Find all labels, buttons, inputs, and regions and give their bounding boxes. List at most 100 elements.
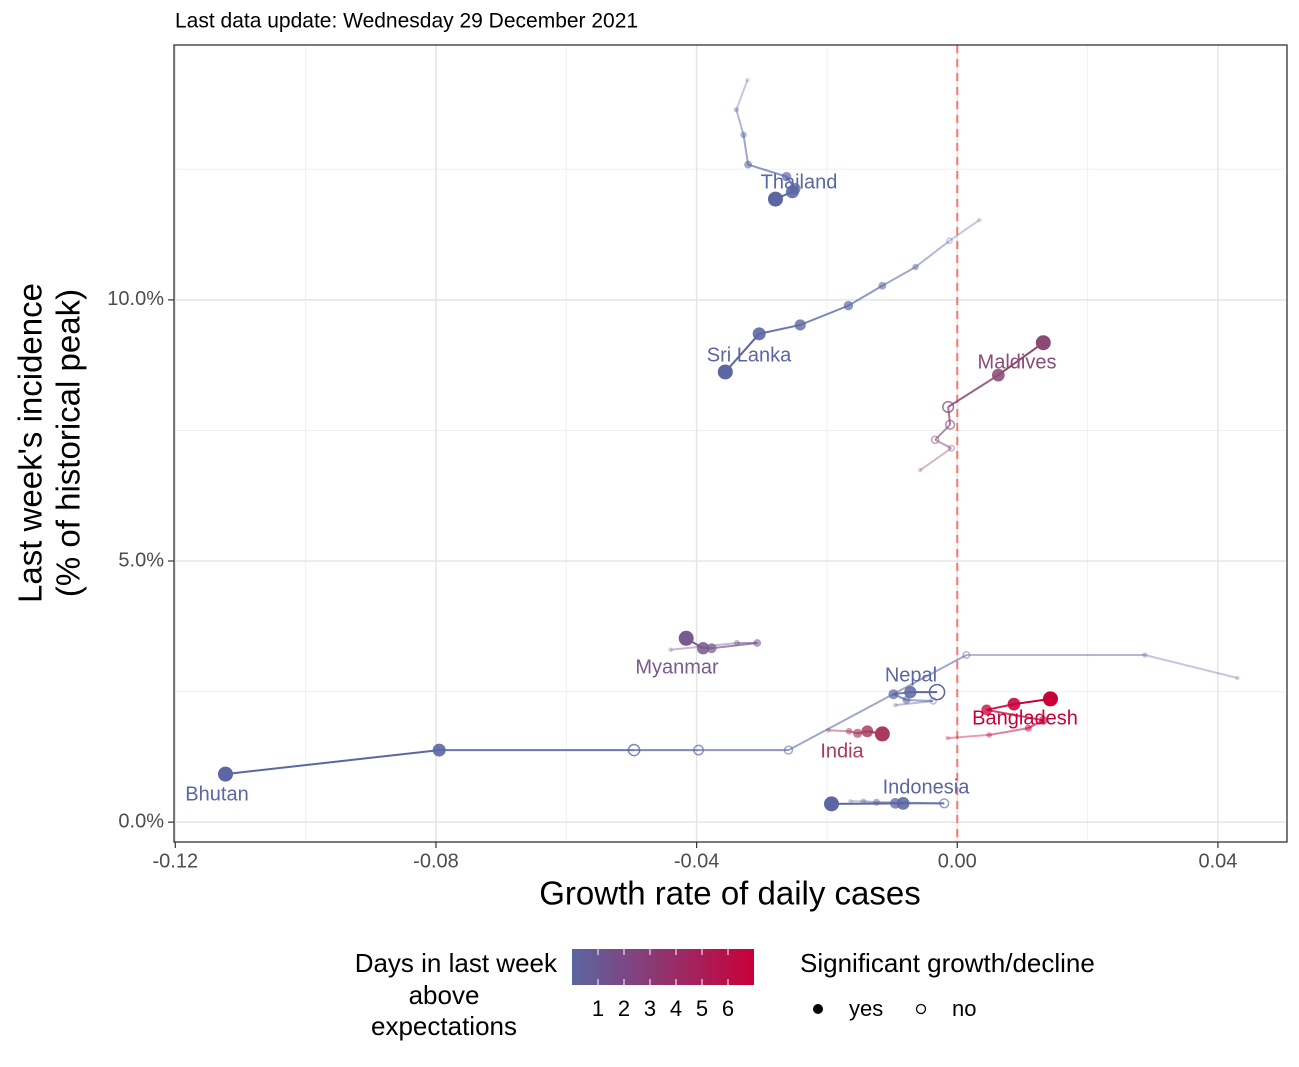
- series: [825, 725, 890, 742]
- data-point: [767, 191, 783, 207]
- trajectory-segment: [225, 749, 440, 776]
- data-point: [825, 727, 831, 733]
- legend-title: Days in last week: [355, 948, 558, 978]
- data-point: [917, 467, 923, 473]
- data-point: [986, 732, 993, 738]
- data-point: [678, 630, 694, 646]
- data-point: [904, 685, 917, 699]
- legend-symbol: [813, 1004, 823, 1014]
- data-point: [853, 728, 863, 738]
- country-label: Bangladesh: [972, 707, 1078, 729]
- country-label: Thailand: [761, 171, 838, 193]
- legend-title: Significant growth/decline: [800, 948, 1095, 978]
- data-point: [928, 683, 946, 701]
- series: [733, 77, 801, 207]
- data-point: [945, 735, 950, 741]
- colorbar-label: 4: [670, 996, 682, 1021]
- colorbar-label: 6: [722, 996, 734, 1021]
- trajectory-segment: [758, 323, 801, 335]
- trajectory-segment: [947, 374, 999, 408]
- x-tick-label: -0.08: [413, 850, 459, 872]
- country-label: India: [820, 740, 864, 762]
- legend-label: no: [952, 996, 976, 1021]
- y-tick-label: 10.0%: [107, 288, 164, 310]
- trajectory-segment: [997, 341, 1044, 376]
- data-point: [432, 743, 446, 757]
- trajectory-segment: [914, 240, 951, 268]
- chart-title: Last data update: Wednesday 29 December …: [175, 10, 638, 33]
- data-point: [744, 160, 753, 169]
- plot-area: [174, 45, 1287, 842]
- legend-title: above: [409, 980, 480, 1010]
- data-point: [217, 766, 233, 782]
- data-point: [843, 300, 854, 311]
- trajectory-segment: [735, 109, 745, 136]
- trajectory-segment: [948, 219, 980, 242]
- series: [217, 651, 1240, 782]
- data-point: [1042, 691, 1058, 707]
- data-point: [824, 796, 840, 812]
- trajectory-segment: [989, 727, 1029, 736]
- data-point: [785, 185, 799, 199]
- trajectory-segment: [986, 708, 1044, 722]
- data-point: [1035, 335, 1051, 351]
- x-tick-label: -0.12: [153, 850, 199, 872]
- data-point: [888, 689, 899, 700]
- data-point: [627, 743, 641, 757]
- trajectory-segment: [747, 163, 787, 178]
- country-label: Bhutan: [185, 783, 248, 805]
- legend-symbol: [915, 1003, 927, 1015]
- trajectory-segment: [735, 79, 749, 111]
- trajectory-segment: [742, 134, 750, 165]
- data-point: [944, 419, 956, 430]
- series: [717, 217, 982, 380]
- data-point: [991, 368, 1005, 382]
- data-point: [930, 435, 940, 445]
- trajectory-segment: [1144, 654, 1238, 679]
- data-point: [717, 364, 733, 380]
- data-point: [693, 744, 705, 756]
- plot-background: [174, 45, 1287, 842]
- series: [668, 630, 762, 655]
- data-point: [942, 400, 955, 414]
- series: [824, 796, 950, 812]
- y-tick-label: 5.0%: [118, 549, 164, 571]
- data-point: [1024, 724, 1032, 732]
- data-point: [733, 639, 741, 647]
- colorbar: [572, 949, 754, 985]
- colorbar-label: 5: [696, 996, 708, 1021]
- data-point: [752, 327, 766, 341]
- data-point: [872, 798, 881, 806]
- data-point: [706, 643, 717, 654]
- y-axis-title: (% of historical peak): [50, 289, 87, 597]
- trajectory-segment: [799, 304, 849, 326]
- data-point: [1235, 675, 1240, 681]
- series: [888, 683, 946, 708]
- data-point: [977, 217, 982, 223]
- colorbar-label: 1: [592, 996, 604, 1021]
- data-point: [783, 745, 794, 755]
- x-tick-label: 0.00: [938, 850, 977, 872]
- x-axis-title: Growth rate of daily cases: [539, 875, 921, 912]
- data-point: [745, 77, 750, 83]
- data-point: [874, 726, 890, 742]
- data-point: [946, 237, 953, 245]
- series: [917, 335, 1051, 473]
- data-point: [848, 798, 853, 804]
- legend-title: expectations: [371, 1011, 517, 1041]
- series: [945, 691, 1058, 741]
- colorbar-label: 2: [618, 996, 630, 1021]
- y-axis-title: Last week's incidence: [12, 283, 49, 603]
- trajectory-segment: [711, 642, 758, 650]
- data-point: [668, 647, 673, 653]
- y-tick-label: 0.0%: [118, 810, 164, 832]
- data-point: [912, 263, 919, 271]
- trajectory-segment: [788, 654, 967, 751]
- trajectory-segment: [828, 729, 850, 733]
- data-point: [753, 639, 762, 647]
- data-point: [740, 131, 747, 139]
- data-point: [892, 702, 898, 708]
- trajectory-segment: [724, 333, 760, 373]
